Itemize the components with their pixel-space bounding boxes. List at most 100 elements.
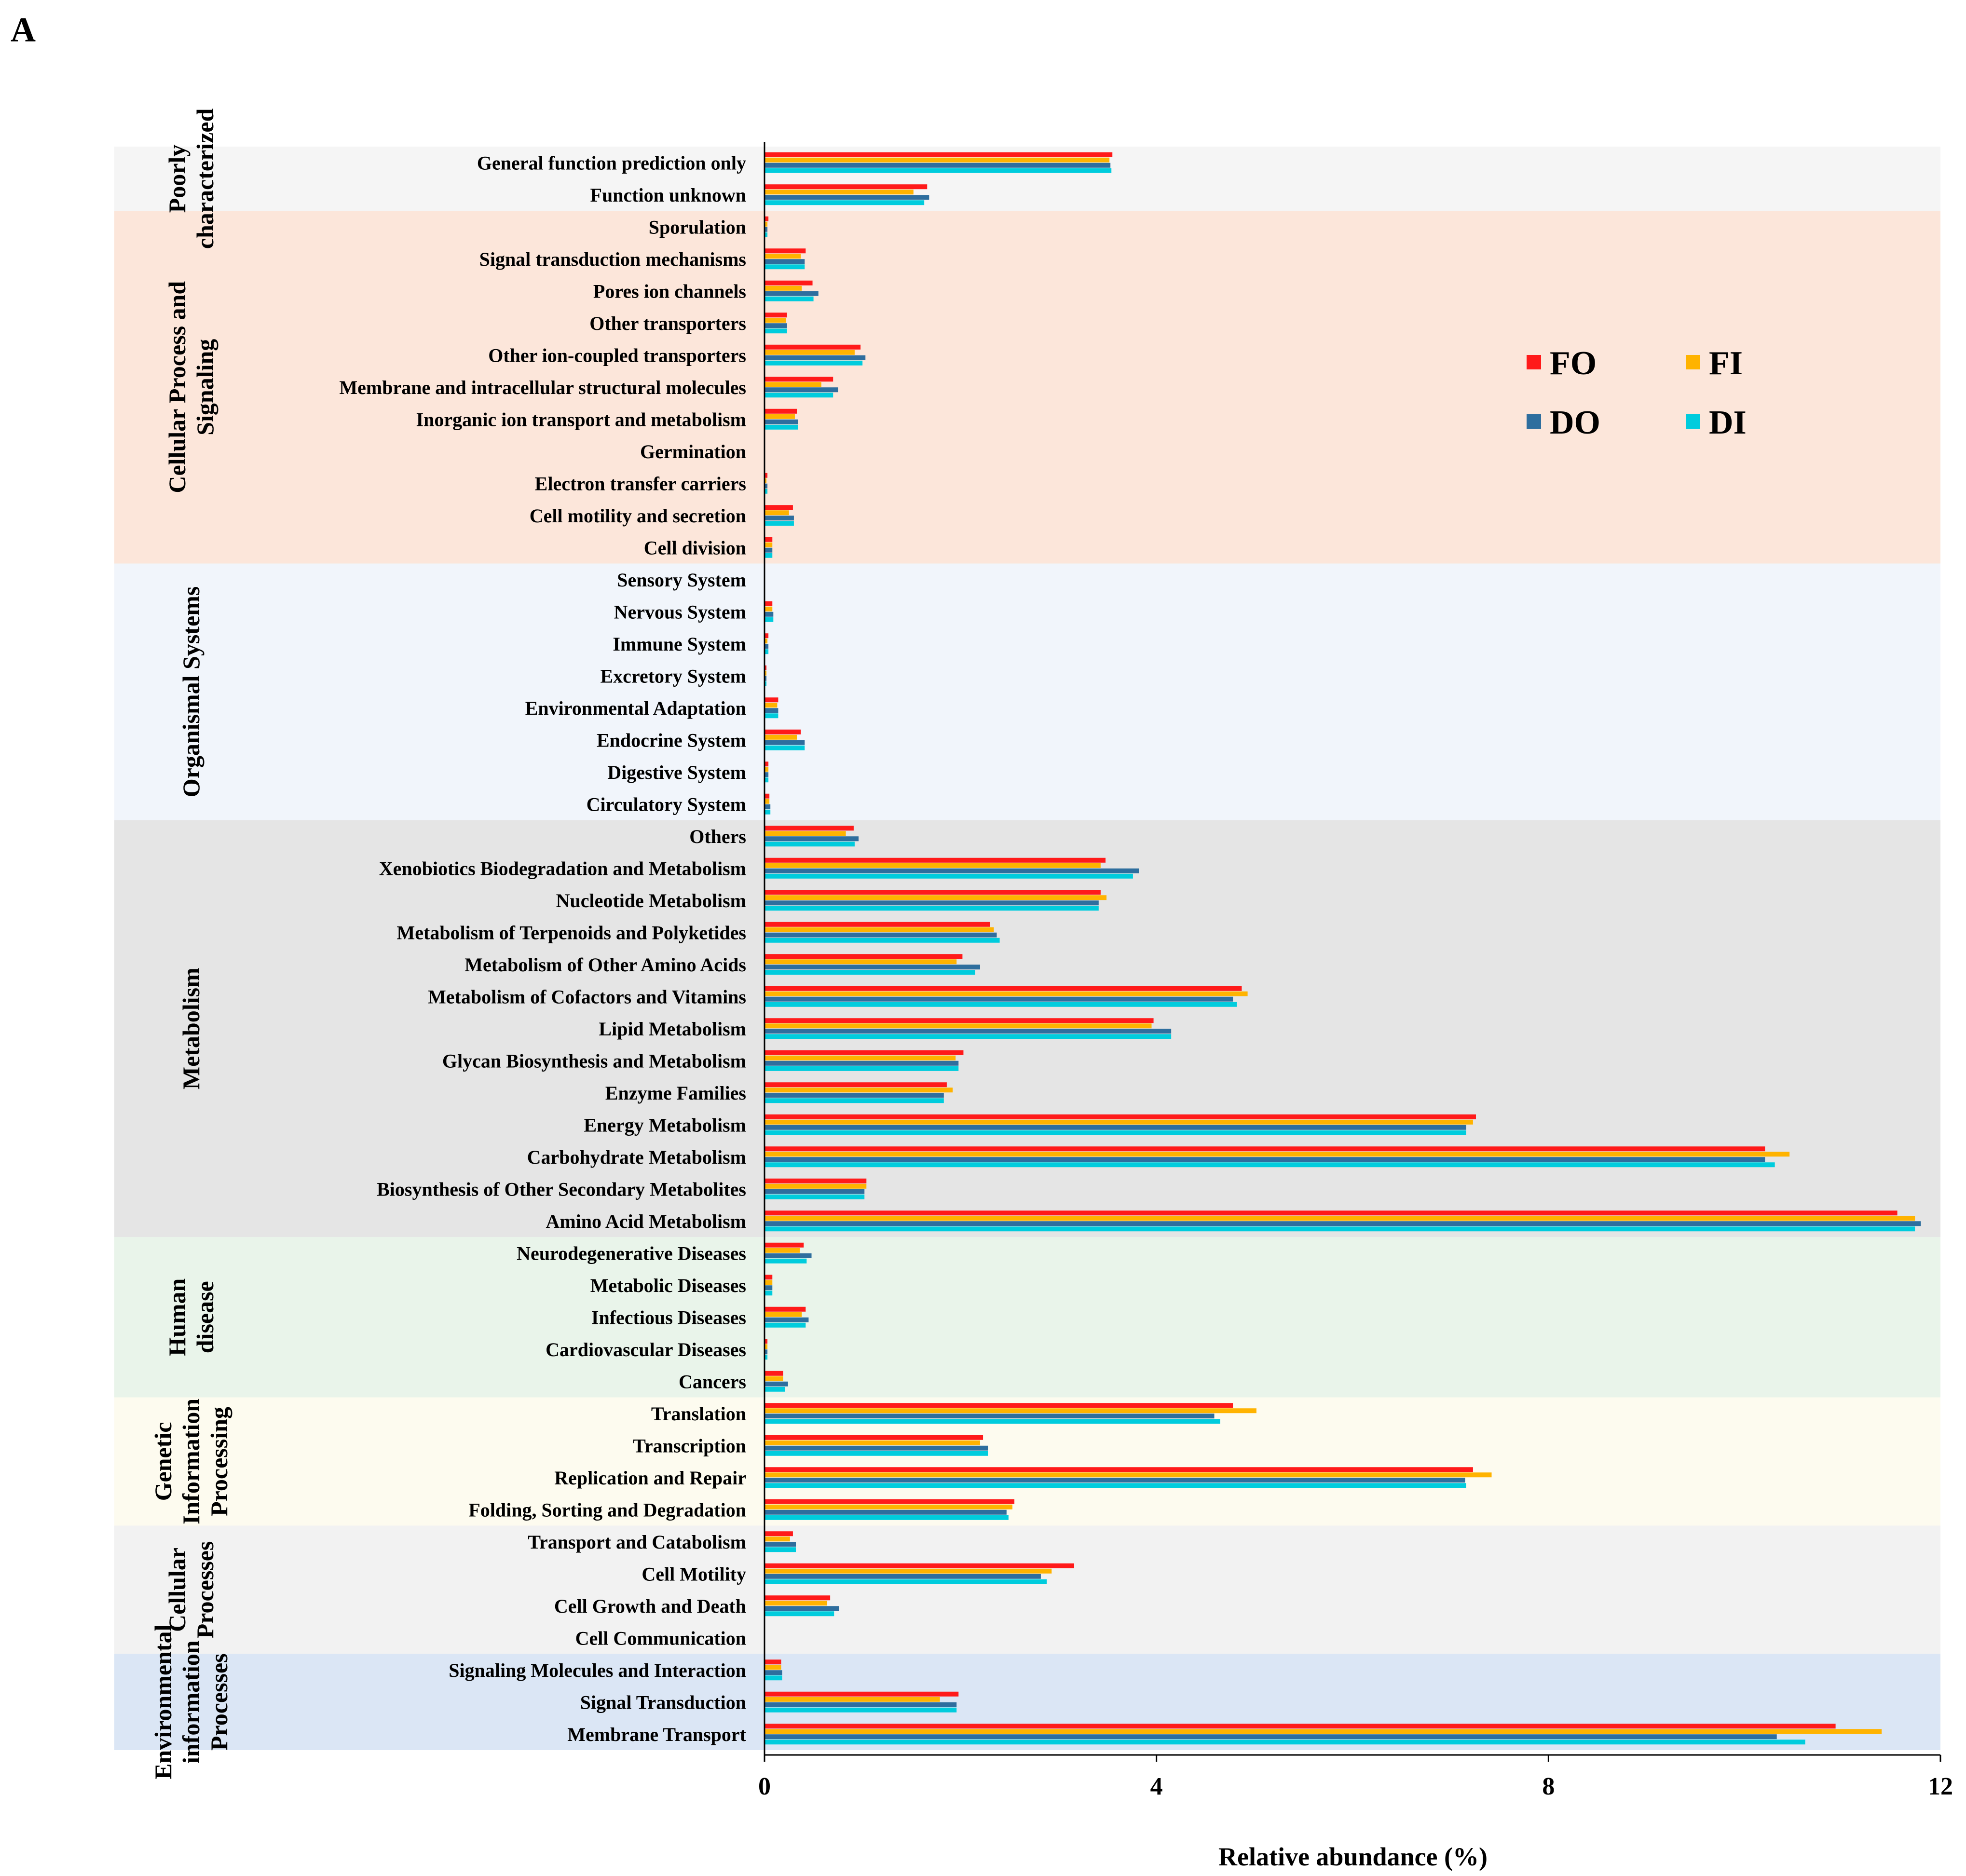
bar-fo-general-function-prediction-only — [765, 152, 1113, 157]
bar-do-immune-system — [765, 644, 769, 649]
category-label: Energy Metabolism — [584, 1114, 746, 1136]
bar-fi-endocrine-system — [765, 734, 797, 740]
bar-di-metabolism-of-cofactors-and-vitamins — [765, 1002, 1237, 1007]
bar-fi-electron-transfer-carriers — [765, 478, 767, 483]
legend: FO FI DO DI — [1527, 345, 1747, 441]
bar-fi-lipid-metabolism — [765, 1023, 1152, 1029]
bar-di-lipid-metabolism — [765, 1034, 1172, 1039]
bar-fo-sporulation — [765, 216, 769, 221]
bar-fo-transport-and-catabolism — [765, 1531, 793, 1536]
bar-fi-infectious-diseases — [765, 1312, 802, 1317]
bar-fi-replication-and-repair — [765, 1472, 1492, 1478]
bar-fi-environmental-adaptation — [765, 703, 778, 708]
category-label: Cardiovascular Diseases — [546, 1339, 746, 1360]
category-label: Cell division — [644, 537, 746, 558]
category-label: Nucleotide Metabolism — [556, 890, 746, 911]
bar-do-carbohydrate-metabolism — [765, 1157, 1765, 1162]
bar-fo-nervous-system — [765, 601, 773, 606]
bar-fo-signal-transduction — [765, 1691, 959, 1697]
bar-di-folding-sorting-and-degradation — [765, 1515, 1009, 1520]
bar-do-endocrine-system — [765, 740, 805, 745]
bar-di-metabolic-diseases — [765, 1291, 773, 1296]
bar-fo-membrane-and-intracellular-structural-molecules — [765, 377, 833, 382]
bar-fo-xenobiotics-biodegradation-and-metabolism — [765, 857, 1106, 863]
category-label: Amino Acid Metabolism — [546, 1210, 746, 1232]
band-cellular-process-and-signaling — [114, 211, 1940, 564]
bar-di-membrane-transport — [765, 1740, 1805, 1745]
bar-fo-other-ion-coupled-transporters — [765, 344, 861, 350]
bar-fi-nucleotide-metabolism — [765, 895, 1107, 900]
bar-do-signal-transduction-mechanisms — [765, 259, 805, 264]
bar-do-cell-division — [765, 547, 773, 553]
bar-di-enzyme-families — [765, 1098, 944, 1103]
bar-di-nucleotide-metabolism — [765, 906, 1099, 911]
category-label: Signal Transduction — [580, 1691, 746, 1713]
bar-fo-pores-ion-channels — [765, 280, 813, 285]
bar-fi-other-transporters — [765, 318, 786, 323]
x-axis-title: Relative abundance (%) — [1218, 1842, 1488, 1871]
bar-fo-function-unknown — [765, 184, 928, 190]
bar-fi-metabolism-of-other-amino-acids — [765, 959, 957, 965]
category-label: Digestive System — [607, 761, 746, 783]
bar-fo-amino-acid-metabolism — [765, 1210, 1898, 1216]
bar-fi-nervous-system — [765, 606, 773, 612]
bar-di-biosynthesis-of-other-secondary-metabolites — [765, 1194, 865, 1199]
bar-do-signaling-molecules-and-interaction — [765, 1670, 782, 1675]
category-label: Endocrine System — [597, 729, 746, 751]
bar-do-lipid-metabolism — [765, 1029, 1172, 1034]
bar-fo-glycan-biosynthesis-and-metabolism — [765, 1050, 964, 1055]
bar-di-function-unknown — [765, 200, 925, 205]
bar-do-signal-transduction — [765, 1702, 957, 1707]
bar-di-immune-system — [765, 649, 769, 654]
category-label: Electron transfer carriers — [535, 473, 746, 494]
bar-do-biosynthesis-of-other-secondary-metabolites — [765, 1189, 865, 1194]
bar-di-carbohydrate-metabolism — [765, 1162, 1775, 1168]
bar-do-inorganic-ion-transport-and-metabolism — [765, 419, 798, 424]
bar-di-transcription — [765, 1451, 988, 1456]
band-organismal-systems — [114, 563, 1940, 820]
bar-fi-membrane-transport — [765, 1729, 1882, 1734]
legend-label-di: DI — [1709, 404, 1747, 441]
bar-fo-cell-motility-and-secretion — [765, 505, 793, 510]
bar-fi-immune-system — [765, 639, 768, 644]
category-label: Enzyme Families — [605, 1082, 746, 1104]
category-label: Circulatory System — [587, 793, 746, 815]
bar-fi-metabolism-of-cofactors-and-vitamins — [765, 991, 1248, 996]
category-label: Cell Growth and Death — [554, 1595, 746, 1617]
bar-do-sporulation — [765, 227, 768, 232]
bar-di-signaling-molecules-and-interaction — [765, 1675, 782, 1681]
category-label: Metabolism of Cofactors and Vitamins — [428, 986, 746, 1007]
category-label: Germination — [640, 441, 746, 462]
bar-fi-cell-division — [765, 542, 773, 547]
category-label: Pores ion channels — [593, 280, 746, 302]
bar-fo-lipid-metabolism — [765, 1018, 1154, 1023]
bar-fo-neurodegenerative-diseases — [765, 1242, 804, 1248]
bar-do-metabolic-diseases — [765, 1285, 773, 1291]
bar-di-cardiovascular-diseases — [765, 1355, 768, 1360]
bar-fi-amino-acid-metabolism — [765, 1216, 1915, 1221]
category-label: Other transporters — [589, 313, 746, 334]
bar-do-others — [765, 836, 859, 842]
category-label: Function unknown — [590, 184, 746, 206]
bar-do-general-function-prediction-only — [765, 163, 1111, 168]
bar-fo-endocrine-system — [765, 729, 801, 734]
category-label: Cell Motility — [642, 1563, 746, 1585]
category-label: Environmental Adaptation — [525, 697, 746, 719]
bar-di-electron-transfer-carriers — [765, 489, 768, 494]
category-label: Cell motility and secretion — [530, 505, 746, 527]
group-label-cellular-processes: CellularProcesses — [164, 1541, 218, 1639]
bar-di-amino-acid-metabolism — [765, 1226, 1915, 1232]
band-human-disease — [114, 1237, 1940, 1398]
bar-fi-cell-growth-and-death — [765, 1601, 828, 1606]
bar-di-energy-metabolism — [765, 1130, 1466, 1135]
bar-di-digestive-system — [765, 777, 769, 783]
band-genetic-information-processing — [114, 1397, 1940, 1526]
bar-fo-others — [765, 826, 854, 831]
bar-fi-biosynthesis-of-other-secondary-metabolites — [765, 1183, 867, 1189]
bar-do-electron-transfer-carriers — [765, 483, 768, 489]
bar-fo-excretory-system — [765, 665, 767, 670]
bar-fi-folding-sorting-and-degradation — [765, 1504, 1013, 1509]
bar-fi-excretory-system — [765, 670, 767, 676]
category-label: Sporulation — [649, 216, 746, 238]
bar-do-energy-metabolism — [765, 1125, 1466, 1130]
